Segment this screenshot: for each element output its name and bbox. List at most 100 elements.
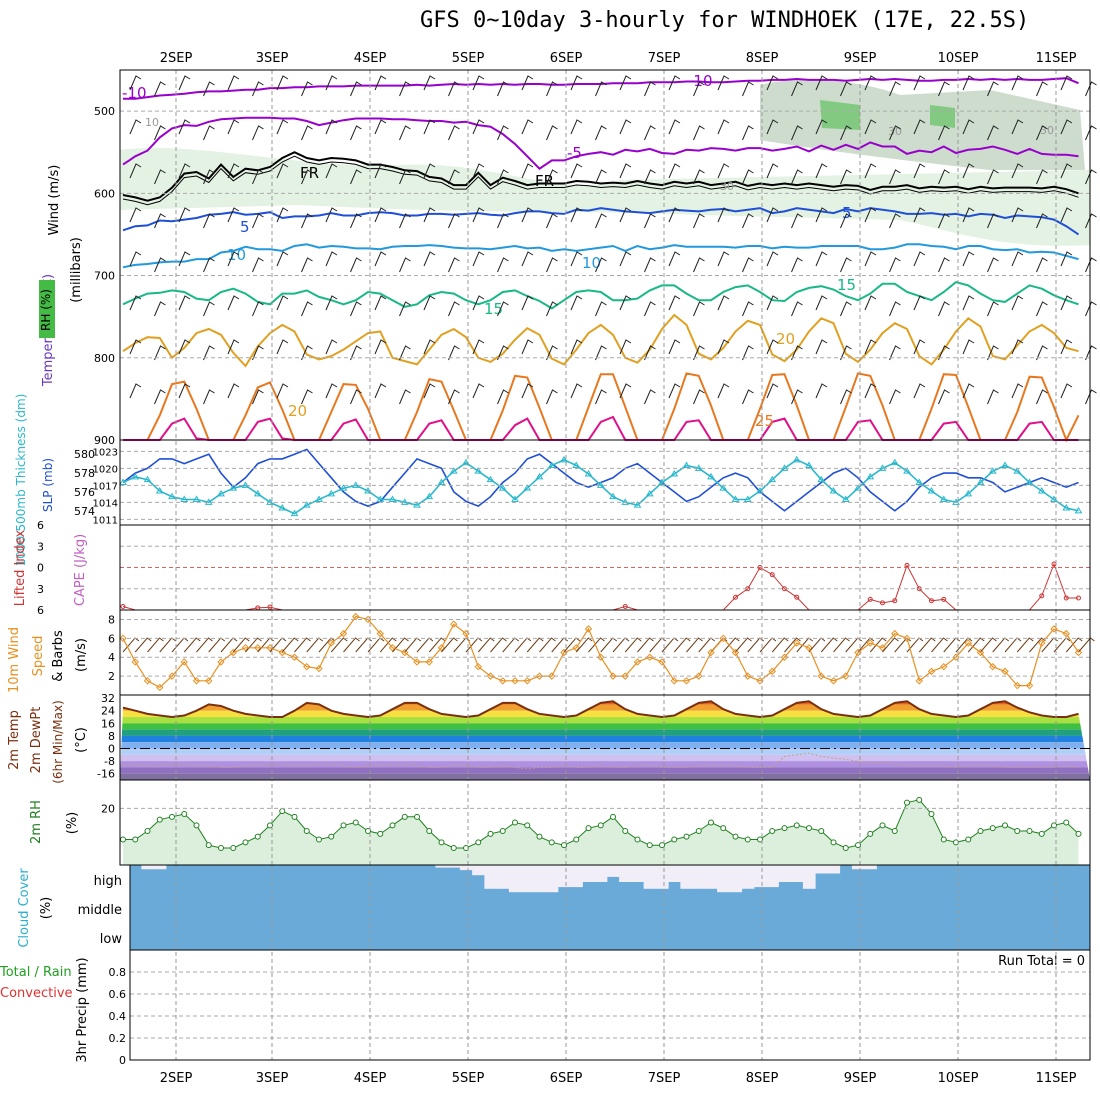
- wind-barb: [864, 207, 877, 223]
- wind-barb-10m: [196, 637, 213, 653]
- rh-marker: [1075, 830, 1082, 837]
- wind-barb: [374, 383, 387, 399]
- li-marker: [867, 596, 873, 602]
- wind-barb: [276, 339, 289, 355]
- cloud-bar: [472, 865, 485, 876]
- rh-marker: [769, 828, 776, 834]
- wind-barb: [1060, 119, 1073, 135]
- wind-barb: [889, 257, 901, 273]
- wind-barb: [546, 81, 558, 97]
- wind-barb: [962, 119, 975, 135]
- cloud-level-middle: middle: [78, 903, 122, 918]
- isotherm-label: 20: [288, 402, 307, 420]
- series-temperature: [122, 700, 1079, 719]
- wind-barb: [546, 257, 558, 273]
- wind-barb: [595, 81, 607, 97]
- series-thickness: [122, 448, 1079, 512]
- wind-marker: [866, 639, 874, 647]
- wind-barb: [889, 345, 901, 361]
- wind-barb: [1036, 345, 1048, 361]
- rh-marker: [1063, 819, 1070, 826]
- wind-barb: [668, 383, 681, 399]
- wind-barb-10m: [869, 637, 887, 653]
- rh-marker: [867, 830, 874, 837]
- upper-rh-shading: [120, 147, 1090, 246]
- wind-barb: [1011, 383, 1024, 399]
- wind-barb: [448, 213, 460, 229]
- cloud-bar: [484, 865, 498, 889]
- wind-barb: [570, 295, 583, 311]
- wind-barb: [619, 75, 632, 91]
- temp-band: [120, 773, 1090, 780]
- wind-barb: [399, 257, 411, 273]
- cloud-bar: [790, 865, 804, 882]
- wind-barb: [595, 213, 607, 229]
- thickness-tick: 578: [74, 467, 95, 480]
- ylabel-2m-rh: 2m RH: [29, 800, 44, 844]
- rh-marker: [940, 836, 947, 843]
- cloud-bar: [631, 865, 645, 882]
- wind-barb: [178, 383, 191, 399]
- wind-barb: [938, 301, 950, 317]
- wind-barb: [325, 163, 338, 179]
- wind-barb-10m: [980, 637, 997, 653]
- wind-barb: [178, 119, 191, 135]
- precip-tick: 0.8: [109, 966, 127, 979]
- wind-barb: [399, 125, 411, 141]
- wind-barb: [987, 81, 999, 97]
- rh-marker: [156, 816, 163, 823]
- wind-barb: [472, 339, 485, 355]
- temp-tick: 8: [108, 730, 115, 743]
- isotherm-5: [122, 207, 1080, 236]
- wind-marker: [1025, 681, 1034, 690]
- wind-barb: [521, 339, 534, 355]
- wind-barb: [913, 163, 926, 179]
- slp-tick: 1023: [93, 447, 118, 458]
- wind-barb: [864, 295, 877, 311]
- wind-barb: [325, 339, 338, 355]
- wind-barb: [938, 125, 950, 141]
- series-dewpoint: [123, 752, 1079, 770]
- rh-marker: [487, 830, 494, 837]
- wind-marker: [364, 615, 372, 624]
- rh-marker: [830, 839, 837, 846]
- wind-barb: [791, 125, 803, 141]
- wind-barb: [178, 339, 191, 355]
- wind-marker: [1001, 667, 1009, 676]
- wind-barb: [717, 207, 730, 223]
- wind-barb: [521, 251, 534, 267]
- wind-barb: [423, 75, 436, 91]
- wind-barb: [1036, 213, 1048, 229]
- rh-marker: [1002, 822, 1008, 829]
- rh-marker: [646, 842, 653, 849]
- ylabel-3hr-precip: 3hr Precip (mm): [75, 957, 90, 1062]
- cloud-bar: [153, 865, 167, 870]
- wind-barb: [252, 125, 264, 141]
- wind-barb-10m: [428, 637, 446, 653]
- wind-barb: [938, 81, 950, 97]
- wind-barb: [693, 169, 705, 185]
- wind-barb: [619, 207, 632, 223]
- wind-barb: [350, 213, 362, 229]
- wind-barb: [178, 251, 191, 267]
- wind-barb: [987, 125, 999, 141]
- wind-barb: [1060, 163, 1073, 179]
- wind-barb: [570, 75, 583, 91]
- li-marker: [120, 603, 126, 609]
- wind-barb: [350, 389, 362, 405]
- wind-marker: [168, 672, 176, 680]
- wind-barb: [742, 81, 754, 97]
- rh-marker: [524, 822, 531, 829]
- slp-marker: [682, 461, 691, 468]
- wind-barb: [521, 163, 534, 179]
- cloud-bar: [643, 865, 657, 889]
- rh-marker: [426, 828, 433, 834]
- wind-barb: [1060, 207, 1073, 223]
- wind-barb: [644, 81, 656, 97]
- slp-tick: 1011: [93, 515, 118, 526]
- rh-marker: [230, 845, 237, 851]
- wind-barb: [938, 345, 950, 361]
- wind-barb: [448, 301, 460, 317]
- cloud-bar: [496, 865, 510, 889]
- precip-tick: 0.2: [109, 1032, 127, 1045]
